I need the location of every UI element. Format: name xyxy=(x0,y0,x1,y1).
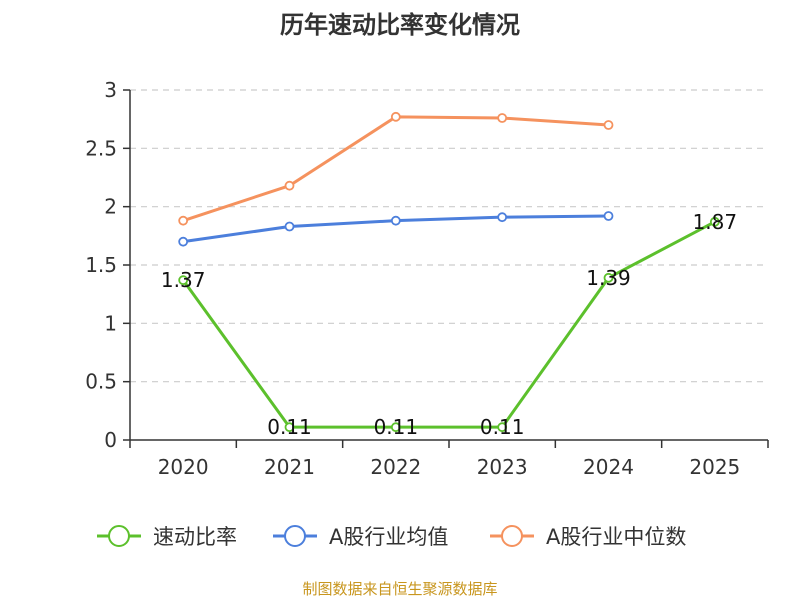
data-label: 0.11 xyxy=(267,415,312,439)
data-label: 1.37 xyxy=(161,268,206,292)
y-tick-label: 2 xyxy=(104,195,117,219)
y-tick-label: 1.5 xyxy=(85,253,117,277)
data-point xyxy=(603,120,614,130)
data-point xyxy=(284,180,295,191)
data-point xyxy=(390,422,401,433)
x-tick-label: 2025 xyxy=(689,455,740,479)
y-tick-label: 0.5 xyxy=(85,370,117,394)
data-label: 1.87 xyxy=(693,210,738,234)
legend-label: 速动比率 xyxy=(153,525,237,549)
data-label: 0.11 xyxy=(374,415,419,439)
data-point xyxy=(390,111,401,122)
data-point xyxy=(284,221,295,232)
y-tick-label: 2.5 xyxy=(85,136,117,160)
legend-label: A股行业均值 xyxy=(329,525,448,549)
source-note: 制图数据来自恒生聚源数据库 xyxy=(302,580,497,598)
x-tick-label: 2024 xyxy=(583,455,634,479)
data-point xyxy=(497,422,508,433)
data-point xyxy=(178,215,189,226)
axes: 0 0.5 1 1.5 2 2.5 3 2020 2021 2022 2023 2024 2025 xyxy=(85,78,769,479)
data-point xyxy=(390,215,401,226)
data-point xyxy=(178,236,189,247)
data-point xyxy=(603,272,614,283)
y-tick-label: 1 xyxy=(104,311,117,335)
legend-marker xyxy=(284,525,306,547)
x-tick-label: 2023 xyxy=(477,455,528,479)
data-point xyxy=(178,275,189,286)
legend-marker xyxy=(108,525,130,547)
y-tick-label: 3 xyxy=(104,78,117,102)
data-label: 1.39 xyxy=(586,266,631,290)
data-point xyxy=(603,211,614,221)
data-label: 0.11 xyxy=(480,415,525,439)
series-line xyxy=(182,115,609,223)
legend: 速动比率 A股行业均值 A股行业中位数 xyxy=(97,525,686,549)
data-labels: 1.37 0.11 0.11 0.11 1.39 1.87 xyxy=(161,210,737,439)
data-point xyxy=(497,113,508,123)
data-point xyxy=(497,212,508,223)
legend-marker xyxy=(501,525,523,547)
series-line xyxy=(181,220,716,429)
data-point xyxy=(284,422,295,433)
series-group xyxy=(178,111,720,433)
chart-title: 历年速动比率变化情况 xyxy=(280,11,520,39)
grid xyxy=(130,89,768,383)
y-tick-label: 0 xyxy=(104,428,117,452)
legend-label: A股行业中位数 xyxy=(546,525,686,549)
x-tick-label: 2021 xyxy=(264,455,315,479)
x-tick-label: 2022 xyxy=(370,455,421,479)
data-point xyxy=(709,216,720,227)
x-tick-label: 2020 xyxy=(158,455,209,479)
